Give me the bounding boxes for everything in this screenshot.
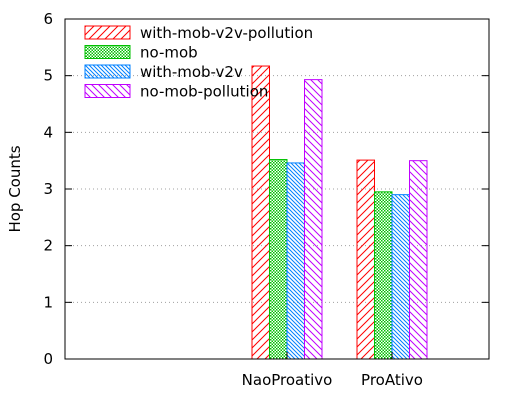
bar-with-mob-v2v-pollution-NaoProativo: [251, 65, 270, 360]
legend-swatch-no-mob: [84, 45, 131, 59]
legend-label: with-mob-v2v-pollution: [140, 24, 313, 42]
y-tick-label: 2: [43, 237, 53, 255]
x-axis-category-labels: NaoProativo ProAtivo: [242, 371, 423, 389]
y-tick-label: 1: [43, 293, 53, 311]
bar-no-mob-NaoProativo: [269, 159, 288, 360]
y-tick-label: 3: [43, 180, 53, 198]
y-tick-label: 6: [43, 10, 53, 28]
legend-label: no-mob: [140, 44, 198, 62]
y-tick-label: 5: [43, 67, 53, 85]
y-axis-ticks: 0 1 2 3 4 5 6: [43, 10, 489, 368]
legend-swatch-with-mob-v2v-pollution: [84, 25, 131, 40]
legend-label: no-mob-pollution: [140, 83, 268, 101]
legend-label: with-mob-v2v: [140, 63, 243, 81]
bar-with-mob-v2v-ProAtivo: [391, 194, 410, 360]
bar-with-mob-v2v-NaoProativo: [286, 162, 305, 360]
legend-swatch-with-mob-v2v: [84, 64, 131, 79]
x-category-label: ProAtivo: [361, 371, 423, 389]
legend: with-mob-v2v-pollution no-mobwith-mob-v2v…: [84, 24, 313, 101]
bar-no-mob-pollution-NaoProativo: [304, 79, 323, 360]
bar-no-mob-ProAtivo: [374, 191, 393, 360]
legend-swatch-no-mob-pollution: [84, 84, 131, 98]
y-tick-label: 4: [43, 123, 53, 141]
y-tick-label: 0: [43, 350, 53, 368]
bar-with-mob-v2v-pollution-ProAtivo: [356, 159, 375, 360]
bars: [251, 65, 428, 360]
x-category-label: NaoProativo: [242, 371, 333, 389]
y-axis-title: Hop Counts: [6, 145, 24, 232]
bar-no-mob-pollution-ProAtivo: [409, 160, 428, 360]
